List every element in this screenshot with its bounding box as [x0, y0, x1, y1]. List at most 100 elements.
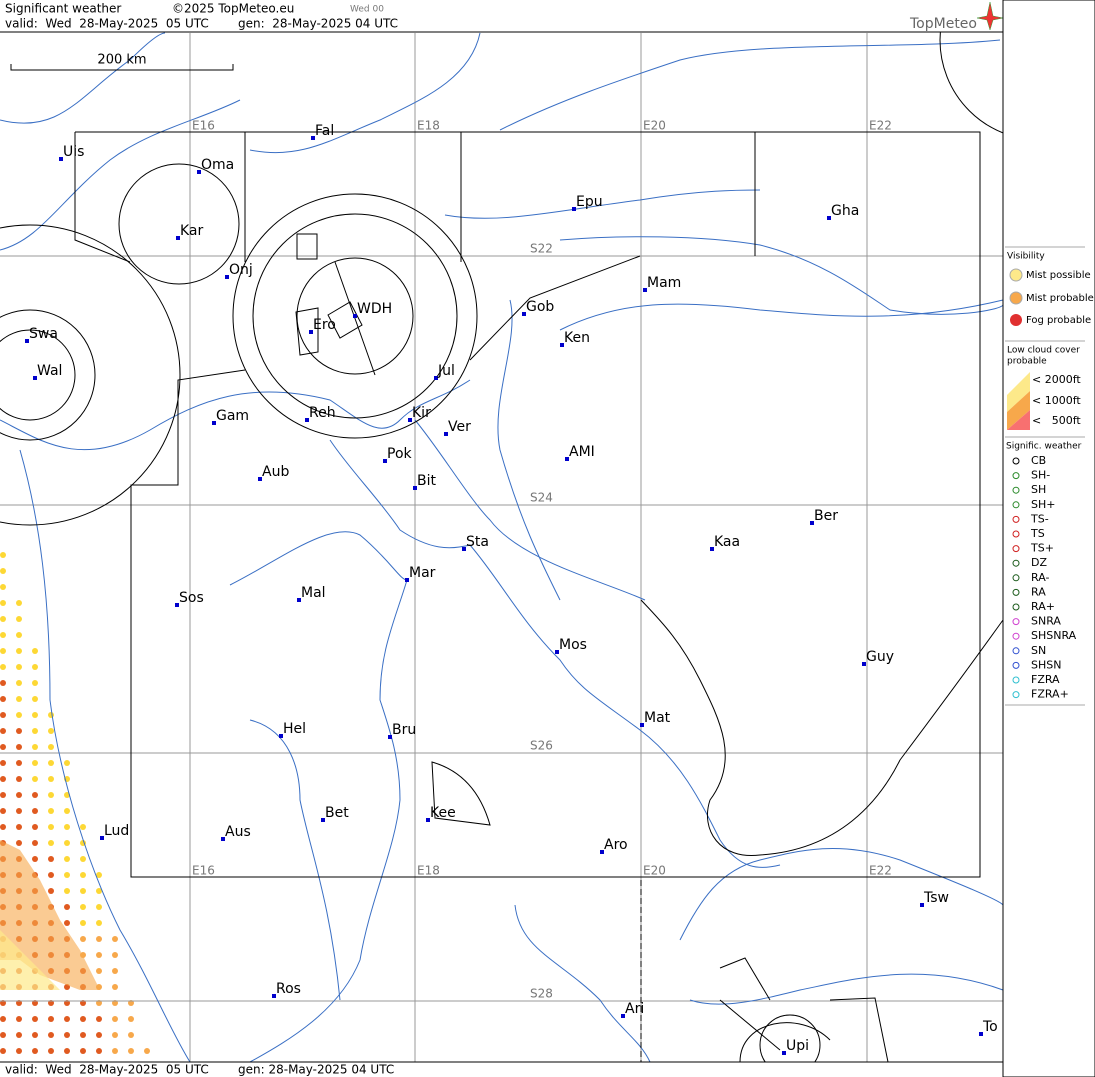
map-shape [296, 257, 414, 375]
map-shape [0, 329, 76, 421]
hatch-dot [16, 824, 22, 830]
hatch-dot [48, 792, 54, 798]
place-dot [572, 207, 576, 211]
legend-item: SH [1031, 483, 1046, 496]
place-label: Bit [417, 473, 436, 489]
map-shape [0, 224, 181, 526]
hatch-dot [48, 888, 54, 894]
legend-item: FZRA [1031, 673, 1060, 686]
place-dot [565, 457, 569, 461]
low-cloud-area [0, 840, 100, 990]
hatch-dot [48, 1032, 54, 1038]
map-shape [444, 189, 761, 219]
place-label: Jul [437, 363, 455, 379]
place-label: WDH [357, 301, 392, 317]
hatch-dot [48, 760, 54, 766]
map-shape [232, 193, 478, 439]
legend-symbol [1012, 574, 1020, 582]
legend-title: Visibility [1007, 252, 1045, 262]
legend-symbol [1012, 588, 1020, 596]
place-dot [640, 723, 644, 727]
place-dot [225, 275, 229, 279]
place-dot [221, 837, 225, 841]
hatch-dot [64, 856, 70, 862]
place-dot [33, 376, 37, 380]
legend-symbol [1012, 545, 1020, 553]
hatch-dot [80, 872, 86, 878]
place-label: Wal [37, 363, 62, 379]
map-shape [0, 99, 241, 251]
place-label: Bru [392, 722, 416, 738]
legend-item: Mist possible [1026, 270, 1091, 281]
hatch-dot [0, 584, 6, 590]
place-label: Tsw [923, 890, 949, 906]
place-label: Aub [262, 464, 289, 480]
valid: valid: Wed 28-May-2025 05 UTC [5, 1063, 209, 1077]
legend-item: < 1000ft [1032, 394, 1081, 407]
map-shape [559, 236, 1004, 315]
hatch-dot [0, 1032, 6, 1038]
place-dot [25, 339, 29, 343]
hatch-dot [80, 1032, 86, 1038]
place-label: Gha [831, 203, 859, 219]
place-label: Guy [866, 649, 894, 665]
hatch-dot [96, 1032, 102, 1038]
hatch-dot [64, 840, 70, 846]
hatch-dot [64, 904, 70, 910]
place-dot [710, 547, 714, 551]
hatch-dot [0, 792, 6, 798]
hatch-dot [16, 648, 22, 654]
map-shape [295, 261, 376, 376]
hatch-dot [16, 616, 22, 622]
place-label: Lud [104, 823, 129, 839]
hatch-dot [112, 936, 118, 942]
legend-title: Signific. weather [1006, 442, 1082, 452]
hatch-dot [80, 856, 86, 862]
hatch-dot [128, 1016, 134, 1022]
hatch-dot [16, 760, 22, 766]
place-dot [555, 650, 559, 654]
place-label: Pok [387, 446, 413, 462]
hatch-dot [0, 760, 6, 766]
hatch-dot [16, 840, 22, 846]
map-shape [1007, 391, 1030, 430]
place-dot [311, 136, 315, 140]
legend-item: RA- [1031, 571, 1049, 584]
hatch-dot [48, 1016, 54, 1022]
hatch-dot [144, 1048, 150, 1054]
place-label: Mal [301, 585, 326, 601]
map-shape [689, 973, 1004, 1005]
rivers [0, 32, 1004, 1063]
hatch-dot [16, 600, 22, 606]
hatch-dot [16, 728, 22, 734]
place-label: Sta [466, 534, 489, 550]
hatch-dot [32, 808, 38, 814]
hatch-dot [128, 1048, 134, 1054]
lat-label: S22 [530, 242, 553, 256]
legend-symbol [1012, 691, 1020, 699]
map-shape [514, 904, 651, 1063]
map-shape [640, 599, 1004, 857]
hatch-dot [0, 680, 6, 686]
map-shape [229, 531, 408, 1063]
hatch-dot [96, 1048, 102, 1054]
lon-label: E18 [417, 864, 440, 878]
hatch-dot [80, 1016, 86, 1022]
place-dot [305, 418, 309, 422]
legend-item: Fog probable [1026, 315, 1091, 326]
legend-item: SHSNRA [1031, 629, 1077, 642]
place-dot [462, 547, 466, 551]
hatch-dot [112, 952, 118, 958]
place-dot [920, 903, 924, 907]
map-shape [0, 0, 1003, 32]
hatch-dot [64, 824, 70, 830]
hatch-dot [48, 744, 54, 750]
map-shape [559, 299, 1004, 331]
legend-symbol [1012, 472, 1020, 480]
hatch-dot [96, 888, 102, 894]
hatch-dot [80, 824, 86, 830]
place-label: Onj [229, 262, 253, 278]
place-label: Uis [63, 144, 84, 160]
logo: TopMeteo [909, 16, 977, 32]
